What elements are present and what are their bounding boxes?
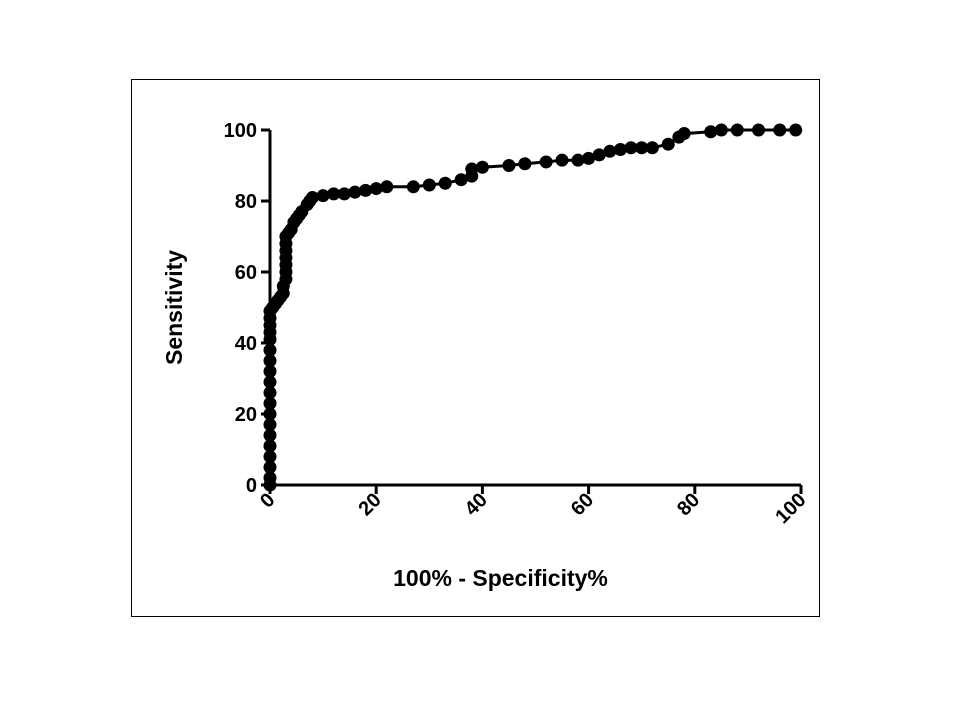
data-point bbox=[555, 153, 569, 167]
data-point bbox=[454, 173, 468, 187]
data-point bbox=[704, 125, 718, 139]
y-tick-label: 0 bbox=[246, 475, 257, 497]
y-tick-label: 60 bbox=[235, 262, 257, 284]
data-point bbox=[263, 354, 277, 368]
data-point bbox=[592, 148, 606, 162]
data-point bbox=[571, 153, 585, 167]
data-point bbox=[645, 141, 659, 155]
data-point bbox=[263, 396, 277, 410]
chart-frame: 0 20 40 60 80 100 0 20 40 60 80 100 100% - Specifi… bbox=[131, 79, 820, 617]
roc-curve-line bbox=[268, 128, 796, 485]
y-tick-label: 20 bbox=[235, 404, 257, 426]
data-point bbox=[337, 187, 351, 201]
y-tick-label: 40 bbox=[235, 333, 257, 355]
data-point bbox=[263, 471, 277, 485]
data-point bbox=[263, 364, 277, 378]
data-point bbox=[359, 183, 373, 197]
data-point bbox=[714, 123, 728, 137]
data-point bbox=[263, 407, 277, 421]
axes: 0 20 40 60 80 100 0 20 40 60 80 100 bbox=[224, 120, 811, 528]
data-point bbox=[539, 155, 553, 169]
data-point bbox=[613, 143, 627, 157]
x-tick-label: 40 bbox=[461, 489, 492, 520]
data-point bbox=[422, 178, 436, 192]
data-point bbox=[518, 157, 532, 171]
data-point bbox=[677, 127, 691, 141]
data-point bbox=[752, 123, 766, 137]
data-point bbox=[475, 160, 489, 174]
data-point bbox=[502, 159, 516, 172]
data-point bbox=[465, 162, 479, 176]
data-point bbox=[789, 123, 803, 137]
data-point bbox=[582, 151, 596, 165]
x-tick-label: 60 bbox=[567, 489, 598, 520]
data-point bbox=[316, 189, 330, 203]
data-point bbox=[380, 180, 394, 194]
data-point bbox=[624, 141, 638, 155]
y-axis-title: Sensitivity bbox=[161, 250, 187, 365]
data-point bbox=[635, 141, 649, 155]
data-point bbox=[603, 144, 617, 158]
data-point bbox=[348, 185, 362, 199]
data-point bbox=[773, 123, 787, 137]
data-point bbox=[263, 439, 277, 453]
roc-curve-points bbox=[263, 123, 803, 492]
data-point bbox=[263, 428, 277, 442]
data-point bbox=[369, 182, 383, 196]
data-point bbox=[263, 460, 277, 474]
data-point bbox=[730, 123, 744, 137]
data-point bbox=[438, 176, 452, 190]
roc-plot: 0 20 40 60 80 100 0 20 40 60 80 100 100% - Specifi… bbox=[161, 120, 811, 591]
data-point bbox=[406, 180, 420, 194]
data-point bbox=[263, 450, 277, 464]
data-point bbox=[327, 187, 341, 201]
x-tick-label: 100 bbox=[771, 489, 810, 528]
data-point bbox=[263, 418, 277, 432]
data-point bbox=[263, 343, 277, 357]
data-point bbox=[661, 137, 675, 151]
y-axis-ticks: 0 20 40 60 80 100 bbox=[224, 120, 270, 497]
data-point bbox=[263, 386, 277, 400]
y-tick-label: 100 bbox=[224, 120, 257, 142]
data-point bbox=[305, 190, 319, 204]
data-point bbox=[263, 375, 277, 389]
x-tick-label: 80 bbox=[673, 489, 704, 520]
x-axis-ticks: 0 20 40 60 80 100 bbox=[256, 485, 811, 528]
x-axis-title: 100% - Specificity% bbox=[393, 565, 608, 591]
x-tick-label: 0 bbox=[256, 489, 279, 512]
x-tick-label: 20 bbox=[354, 489, 385, 520]
y-tick-label: 80 bbox=[235, 191, 257, 213]
